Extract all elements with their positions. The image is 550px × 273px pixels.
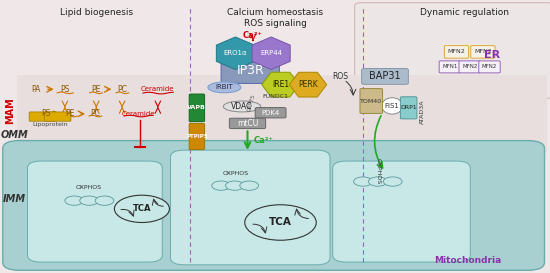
Text: mtCU: mtCU xyxy=(237,119,258,128)
Text: IRBIT: IRBIT xyxy=(216,84,233,90)
Circle shape xyxy=(95,196,114,205)
Text: Lipoprotein: Lipoprotein xyxy=(32,122,68,127)
Text: PE: PE xyxy=(91,85,101,94)
Text: MFN2: MFN2 xyxy=(482,64,497,69)
Text: BAP31: BAP31 xyxy=(369,72,401,81)
Circle shape xyxy=(383,177,402,186)
Bar xyxy=(16,75,547,153)
Text: IMM: IMM xyxy=(3,194,26,204)
FancyBboxPatch shape xyxy=(355,3,550,98)
Polygon shape xyxy=(252,37,290,70)
Text: Calcium homeostasis
ROS signaling: Calcium homeostasis ROS signaling xyxy=(227,8,323,28)
Text: Dynamic regulation: Dynamic regulation xyxy=(420,8,509,17)
Text: ER: ER xyxy=(484,50,500,60)
Circle shape xyxy=(226,181,244,190)
Text: Mitochondria: Mitochondria xyxy=(434,256,501,265)
Circle shape xyxy=(240,181,258,190)
Circle shape xyxy=(212,181,230,190)
Text: ATAD3A: ATAD3A xyxy=(420,100,425,124)
FancyBboxPatch shape xyxy=(360,88,383,114)
Text: ERP44: ERP44 xyxy=(260,50,282,56)
FancyBboxPatch shape xyxy=(229,118,266,129)
FancyBboxPatch shape xyxy=(478,61,500,73)
Ellipse shape xyxy=(208,82,241,93)
Text: MAM: MAM xyxy=(5,97,15,124)
Text: GRP75: GRP75 xyxy=(247,93,257,112)
Text: FIS1: FIS1 xyxy=(384,103,400,109)
Polygon shape xyxy=(289,72,327,97)
Polygon shape xyxy=(216,37,255,70)
Ellipse shape xyxy=(382,98,403,114)
Text: PERK: PERK xyxy=(298,80,318,89)
Circle shape xyxy=(114,195,169,222)
FancyBboxPatch shape xyxy=(189,123,205,150)
Circle shape xyxy=(354,177,372,186)
Text: FUNDC1: FUNDC1 xyxy=(262,94,288,99)
Text: PE: PE xyxy=(65,109,75,118)
FancyBboxPatch shape xyxy=(459,61,481,73)
Text: PS: PS xyxy=(41,109,51,118)
Text: MFN2: MFN2 xyxy=(474,49,492,54)
Text: MFN2: MFN2 xyxy=(448,49,465,54)
Text: DRP1: DRP1 xyxy=(400,105,417,110)
Text: Ceramide: Ceramide xyxy=(122,111,155,117)
FancyBboxPatch shape xyxy=(170,150,330,265)
FancyBboxPatch shape xyxy=(400,97,417,119)
Circle shape xyxy=(368,177,387,186)
Text: Lipid biogenesis: Lipid biogenesis xyxy=(60,8,133,17)
FancyBboxPatch shape xyxy=(29,112,56,121)
Text: VAPB: VAPB xyxy=(188,105,206,110)
FancyBboxPatch shape xyxy=(255,108,286,118)
Text: Ca²⁺: Ca²⁺ xyxy=(254,136,274,145)
Text: Ca²⁺: Ca²⁺ xyxy=(243,31,263,40)
FancyBboxPatch shape xyxy=(439,61,461,73)
Text: OMM: OMM xyxy=(1,130,29,140)
Ellipse shape xyxy=(223,101,261,112)
Text: Ceramide: Ceramide xyxy=(141,86,174,92)
Circle shape xyxy=(65,196,84,205)
Text: TCA: TCA xyxy=(133,204,151,213)
Text: MFN1: MFN1 xyxy=(442,64,458,69)
Text: OXPHOS: OXPHOS xyxy=(222,171,249,176)
FancyBboxPatch shape xyxy=(362,69,408,84)
Text: PC: PC xyxy=(117,85,127,94)
FancyBboxPatch shape xyxy=(28,161,162,262)
Text: PDK4: PDK4 xyxy=(261,110,280,116)
Text: VDAC: VDAC xyxy=(232,102,252,111)
Text: PTPIP5: PTPIP5 xyxy=(186,134,208,139)
Text: IP3R: IP3R xyxy=(236,64,264,78)
FancyBboxPatch shape xyxy=(444,46,469,58)
Text: ROS: ROS xyxy=(332,72,348,81)
Text: OXPHOS: OXPHOS xyxy=(376,158,381,184)
Text: TCA: TCA xyxy=(269,218,292,227)
Text: IRE1: IRE1 xyxy=(272,80,289,89)
FancyBboxPatch shape xyxy=(471,46,495,58)
Circle shape xyxy=(245,205,316,240)
FancyBboxPatch shape xyxy=(189,94,205,122)
Polygon shape xyxy=(262,72,299,97)
Text: ERO1α: ERO1α xyxy=(224,50,247,56)
Text: MFN2: MFN2 xyxy=(462,64,477,69)
Text: OXPHOS: OXPHOS xyxy=(76,185,102,189)
FancyBboxPatch shape xyxy=(45,112,71,121)
Text: PA: PA xyxy=(31,85,41,94)
FancyBboxPatch shape xyxy=(333,161,470,262)
Text: PC: PC xyxy=(90,109,100,118)
Circle shape xyxy=(80,196,98,205)
FancyBboxPatch shape xyxy=(3,141,544,270)
Text: TOM40: TOM40 xyxy=(360,99,382,103)
FancyBboxPatch shape xyxy=(221,59,279,84)
Text: PS: PS xyxy=(60,85,70,94)
